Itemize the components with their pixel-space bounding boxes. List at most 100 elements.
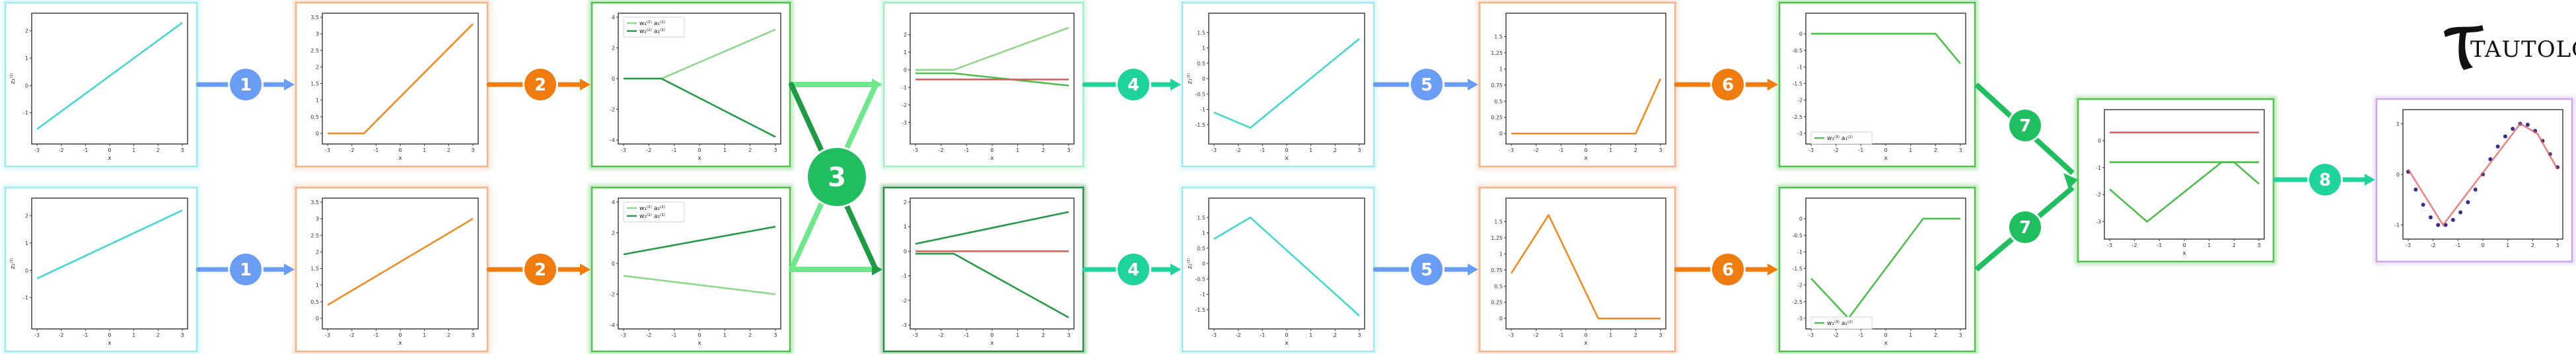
plot-area [1208, 13, 1365, 145]
x-tick-label: -2 [1236, 147, 1241, 153]
x-tick-label: 2 [748, 332, 752, 338]
y-tick-label: -1.5 [1792, 266, 1803, 272]
x-axis-label: x [398, 155, 402, 162]
step-number: 6 [1722, 260, 1734, 280]
y-tick-label: 1 [2396, 121, 2400, 127]
y-tick-label: -4 [610, 137, 615, 143]
badge-circle [1712, 254, 1744, 285]
plot-area [31, 197, 188, 330]
y-tick-label: -1 [1200, 292, 1205, 298]
x-tick-label: 2 [1334, 332, 1337, 338]
x-axis-label: x [1584, 340, 1588, 347]
x-axis-label: x [108, 340, 112, 347]
data-point [2428, 215, 2433, 220]
y-tick-label: -2 [1797, 98, 1803, 104]
step-7-badge: 7 [2007, 209, 2043, 245]
step-6-badge: 6 [1710, 67, 1746, 102]
x-tick-label: 1 [1016, 147, 1019, 153]
y-tick-label: 1.5 [1494, 34, 1503, 40]
y-tick-label: 2 [25, 28, 28, 34]
y-tick-label: 0 [1202, 261, 1205, 267]
data-point [2466, 200, 2470, 205]
y-tick-label: 1.5 [1197, 30, 1205, 36]
step-8-badge: 8 [2307, 162, 2343, 197]
x-tick-label: 0 [1285, 332, 1288, 338]
data-point [2451, 218, 2455, 222]
plot-area [1208, 197, 1365, 330]
y-axis-label: z₂⁽¹⁾ [10, 258, 17, 269]
y-tick-label: 1.5 [310, 266, 319, 272]
arrow-head [284, 264, 295, 275]
x-tick-label: 0 [398, 147, 402, 153]
y-tick-label: 0.5 [310, 114, 319, 120]
x-tick-label: -3 [1509, 332, 1514, 338]
y-tick-label: -1.5 [1195, 122, 1205, 128]
step-3-badge: 3 [806, 146, 868, 208]
x-tick-label: 1 [423, 332, 426, 338]
series-line-0 [1810, 217, 1960, 320]
y-tick-label: -0.5 [1792, 48, 1803, 53]
x-tick-label: 2 [2531, 242, 2534, 248]
data-point [2458, 210, 2463, 215]
x-tick-label: -1 [373, 147, 378, 153]
arrow-head [872, 264, 882, 275]
x-tick-label: 3 [773, 147, 777, 153]
x-tick-label: 0 [698, 332, 701, 338]
y-tick-label: -1 [1200, 107, 1205, 113]
series-line-0 [1510, 214, 1661, 320]
x-axis-label: x [990, 155, 994, 162]
legend-label: w₂⁽²⁾ a₁⁽¹⁾ [639, 28, 665, 35]
step-4-badge: 4 [1116, 252, 1151, 287]
step-2-badge: 2 [522, 252, 558, 287]
badge-circle [1118, 254, 1149, 285]
badge-circle [524, 69, 556, 100]
plot-area [2104, 109, 2265, 240]
x-tick-label: -1 [373, 332, 378, 338]
y-tick-label: -1 [2394, 223, 2400, 229]
series-line-0 [1213, 217, 1360, 317]
x-axis-label: x [108, 155, 112, 162]
step-number: 5 [1421, 75, 1433, 95]
x-tick-label: -1 [672, 147, 677, 153]
x-tick-label: 2 [1042, 332, 1045, 338]
y-tick-label: 1 [25, 240, 28, 246]
y-tick-label: -2 [610, 292, 615, 298]
step-number: 4 [1127, 260, 1139, 280]
x-tick-label: 2 [2233, 242, 2236, 248]
series-line-0 [1511, 78, 1662, 135]
x-tick-label: 0 [1884, 147, 1887, 153]
x-axis-label: x [2182, 250, 2186, 257]
x-axis-label: x [398, 340, 402, 347]
step-number: 2 [534, 75, 546, 95]
y-tick-label: 2 [316, 64, 319, 70]
y-tick-label: -0.5 [1792, 232, 1803, 238]
arrow-head [1468, 264, 1478, 275]
tau-icon [2444, 25, 2484, 70]
step-number: 8 [2319, 170, 2331, 190]
y-tick-label: 1.5 [1494, 219, 1503, 225]
x-tick-label: -2 [59, 332, 64, 338]
data-point [2503, 134, 2507, 139]
y-tick-label: 1 [25, 55, 28, 61]
badge-circle [524, 254, 556, 285]
y-tick-label: 1 [1499, 66, 1503, 72]
x-tick-label: 3 [1958, 332, 1962, 338]
y-tick-label: 3 [316, 216, 319, 222]
y-tick-label: 2 [25, 213, 28, 219]
x-axis-label: x [990, 340, 994, 347]
x-tick-label: 1 [2207, 242, 2211, 248]
step-1-badge: 1 [228, 67, 264, 102]
step-6-badge: 6 [1710, 252, 1746, 287]
x-tick-label: 0 [990, 332, 993, 338]
y-tick-label: 1.5 [1197, 215, 1205, 221]
y-tick-label: 4 [612, 15, 615, 20]
step-number: 7 [2019, 218, 2031, 238]
x-tick-label: 2 [1934, 147, 1937, 153]
step-number: 7 [2019, 116, 2031, 136]
y-tick-label: 3 [316, 31, 319, 37]
step-1-badge: 1 [228, 252, 264, 287]
x-tick-label: -3 [34, 332, 40, 338]
data-point [2511, 127, 2515, 131]
y-tick-label: 0 [2098, 138, 2101, 144]
arrow-head [2365, 174, 2375, 186]
